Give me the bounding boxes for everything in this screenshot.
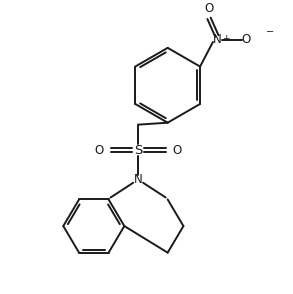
Text: S: S [134, 144, 142, 157]
Text: O: O [242, 34, 251, 46]
Text: O: O [205, 2, 214, 15]
Text: N: N [212, 34, 221, 46]
Text: +: + [222, 34, 229, 43]
Text: O: O [173, 144, 182, 157]
Text: −: − [266, 27, 274, 37]
Text: N: N [134, 173, 142, 186]
Text: O: O [94, 144, 104, 157]
